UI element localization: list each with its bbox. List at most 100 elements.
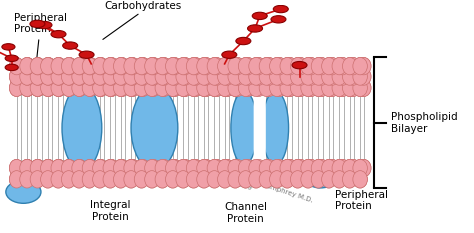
Ellipse shape xyxy=(83,68,98,85)
Ellipse shape xyxy=(155,171,170,188)
Ellipse shape xyxy=(62,79,77,96)
Ellipse shape xyxy=(230,79,245,96)
Ellipse shape xyxy=(228,58,243,75)
Ellipse shape xyxy=(146,159,161,177)
Ellipse shape xyxy=(82,58,97,75)
Ellipse shape xyxy=(124,58,138,75)
Ellipse shape xyxy=(332,58,346,75)
Ellipse shape xyxy=(311,159,326,177)
Ellipse shape xyxy=(167,68,182,85)
Ellipse shape xyxy=(230,68,245,85)
Ellipse shape xyxy=(259,58,273,75)
Ellipse shape xyxy=(82,68,97,85)
Ellipse shape xyxy=(231,91,257,165)
Ellipse shape xyxy=(346,58,361,75)
Ellipse shape xyxy=(301,79,315,96)
Ellipse shape xyxy=(301,58,315,75)
Ellipse shape xyxy=(207,171,222,188)
Ellipse shape xyxy=(72,159,86,177)
Ellipse shape xyxy=(241,159,255,177)
Ellipse shape xyxy=(167,58,182,75)
Ellipse shape xyxy=(259,171,273,188)
Ellipse shape xyxy=(134,159,149,177)
Ellipse shape xyxy=(197,159,211,177)
Ellipse shape xyxy=(293,79,308,96)
Ellipse shape xyxy=(9,171,24,188)
Ellipse shape xyxy=(188,79,203,96)
Ellipse shape xyxy=(9,79,24,96)
Ellipse shape xyxy=(134,68,149,85)
Ellipse shape xyxy=(103,79,118,96)
Ellipse shape xyxy=(41,159,56,177)
Ellipse shape xyxy=(94,159,108,177)
Ellipse shape xyxy=(322,79,336,96)
Ellipse shape xyxy=(113,58,128,75)
Ellipse shape xyxy=(52,79,66,96)
Ellipse shape xyxy=(41,68,55,85)
Ellipse shape xyxy=(165,159,180,177)
Ellipse shape xyxy=(83,68,98,85)
Ellipse shape xyxy=(283,58,298,75)
Ellipse shape xyxy=(291,171,305,188)
Ellipse shape xyxy=(186,68,201,85)
Ellipse shape xyxy=(94,79,108,96)
Text: Phospholipid
Bilayer: Phospholipid Bilayer xyxy=(391,112,457,134)
Ellipse shape xyxy=(51,79,65,96)
Ellipse shape xyxy=(241,79,255,96)
Ellipse shape xyxy=(241,68,255,85)
Ellipse shape xyxy=(249,159,263,177)
Ellipse shape xyxy=(301,68,315,85)
Ellipse shape xyxy=(283,159,298,177)
Ellipse shape xyxy=(157,68,171,85)
Ellipse shape xyxy=(146,159,161,177)
Ellipse shape xyxy=(238,171,253,188)
Ellipse shape xyxy=(346,68,361,85)
Ellipse shape xyxy=(73,58,87,75)
Ellipse shape xyxy=(304,166,337,188)
Ellipse shape xyxy=(251,58,266,75)
Ellipse shape xyxy=(314,159,329,177)
Ellipse shape xyxy=(104,159,119,177)
Ellipse shape xyxy=(270,171,284,188)
Ellipse shape xyxy=(165,171,180,188)
Ellipse shape xyxy=(41,79,55,96)
Ellipse shape xyxy=(230,159,245,177)
Ellipse shape xyxy=(291,159,305,177)
Ellipse shape xyxy=(103,58,118,75)
Ellipse shape xyxy=(270,171,284,188)
Ellipse shape xyxy=(41,171,55,188)
Ellipse shape xyxy=(124,171,138,188)
Ellipse shape xyxy=(346,79,361,96)
Ellipse shape xyxy=(62,159,76,177)
Ellipse shape xyxy=(145,68,159,85)
Ellipse shape xyxy=(41,58,55,75)
Ellipse shape xyxy=(145,58,159,75)
Ellipse shape xyxy=(62,79,76,96)
Ellipse shape xyxy=(342,68,357,85)
Ellipse shape xyxy=(62,159,76,177)
Ellipse shape xyxy=(218,159,232,177)
Ellipse shape xyxy=(322,68,336,85)
Ellipse shape xyxy=(249,159,263,177)
Ellipse shape xyxy=(145,79,159,96)
Ellipse shape xyxy=(218,79,232,96)
Ellipse shape xyxy=(113,171,128,188)
Ellipse shape xyxy=(124,159,138,177)
Ellipse shape xyxy=(30,159,45,177)
Ellipse shape xyxy=(304,68,319,85)
Ellipse shape xyxy=(304,68,319,85)
Ellipse shape xyxy=(41,68,55,85)
Ellipse shape xyxy=(220,79,235,96)
Ellipse shape xyxy=(314,68,329,85)
Ellipse shape xyxy=(188,58,203,75)
Ellipse shape xyxy=(167,68,182,85)
Ellipse shape xyxy=(20,79,35,96)
Ellipse shape xyxy=(104,58,119,75)
Ellipse shape xyxy=(228,79,243,96)
Ellipse shape xyxy=(115,58,129,75)
Ellipse shape xyxy=(103,171,118,188)
Ellipse shape xyxy=(186,171,201,188)
Ellipse shape xyxy=(188,68,203,85)
Ellipse shape xyxy=(20,79,34,96)
Ellipse shape xyxy=(220,79,235,96)
